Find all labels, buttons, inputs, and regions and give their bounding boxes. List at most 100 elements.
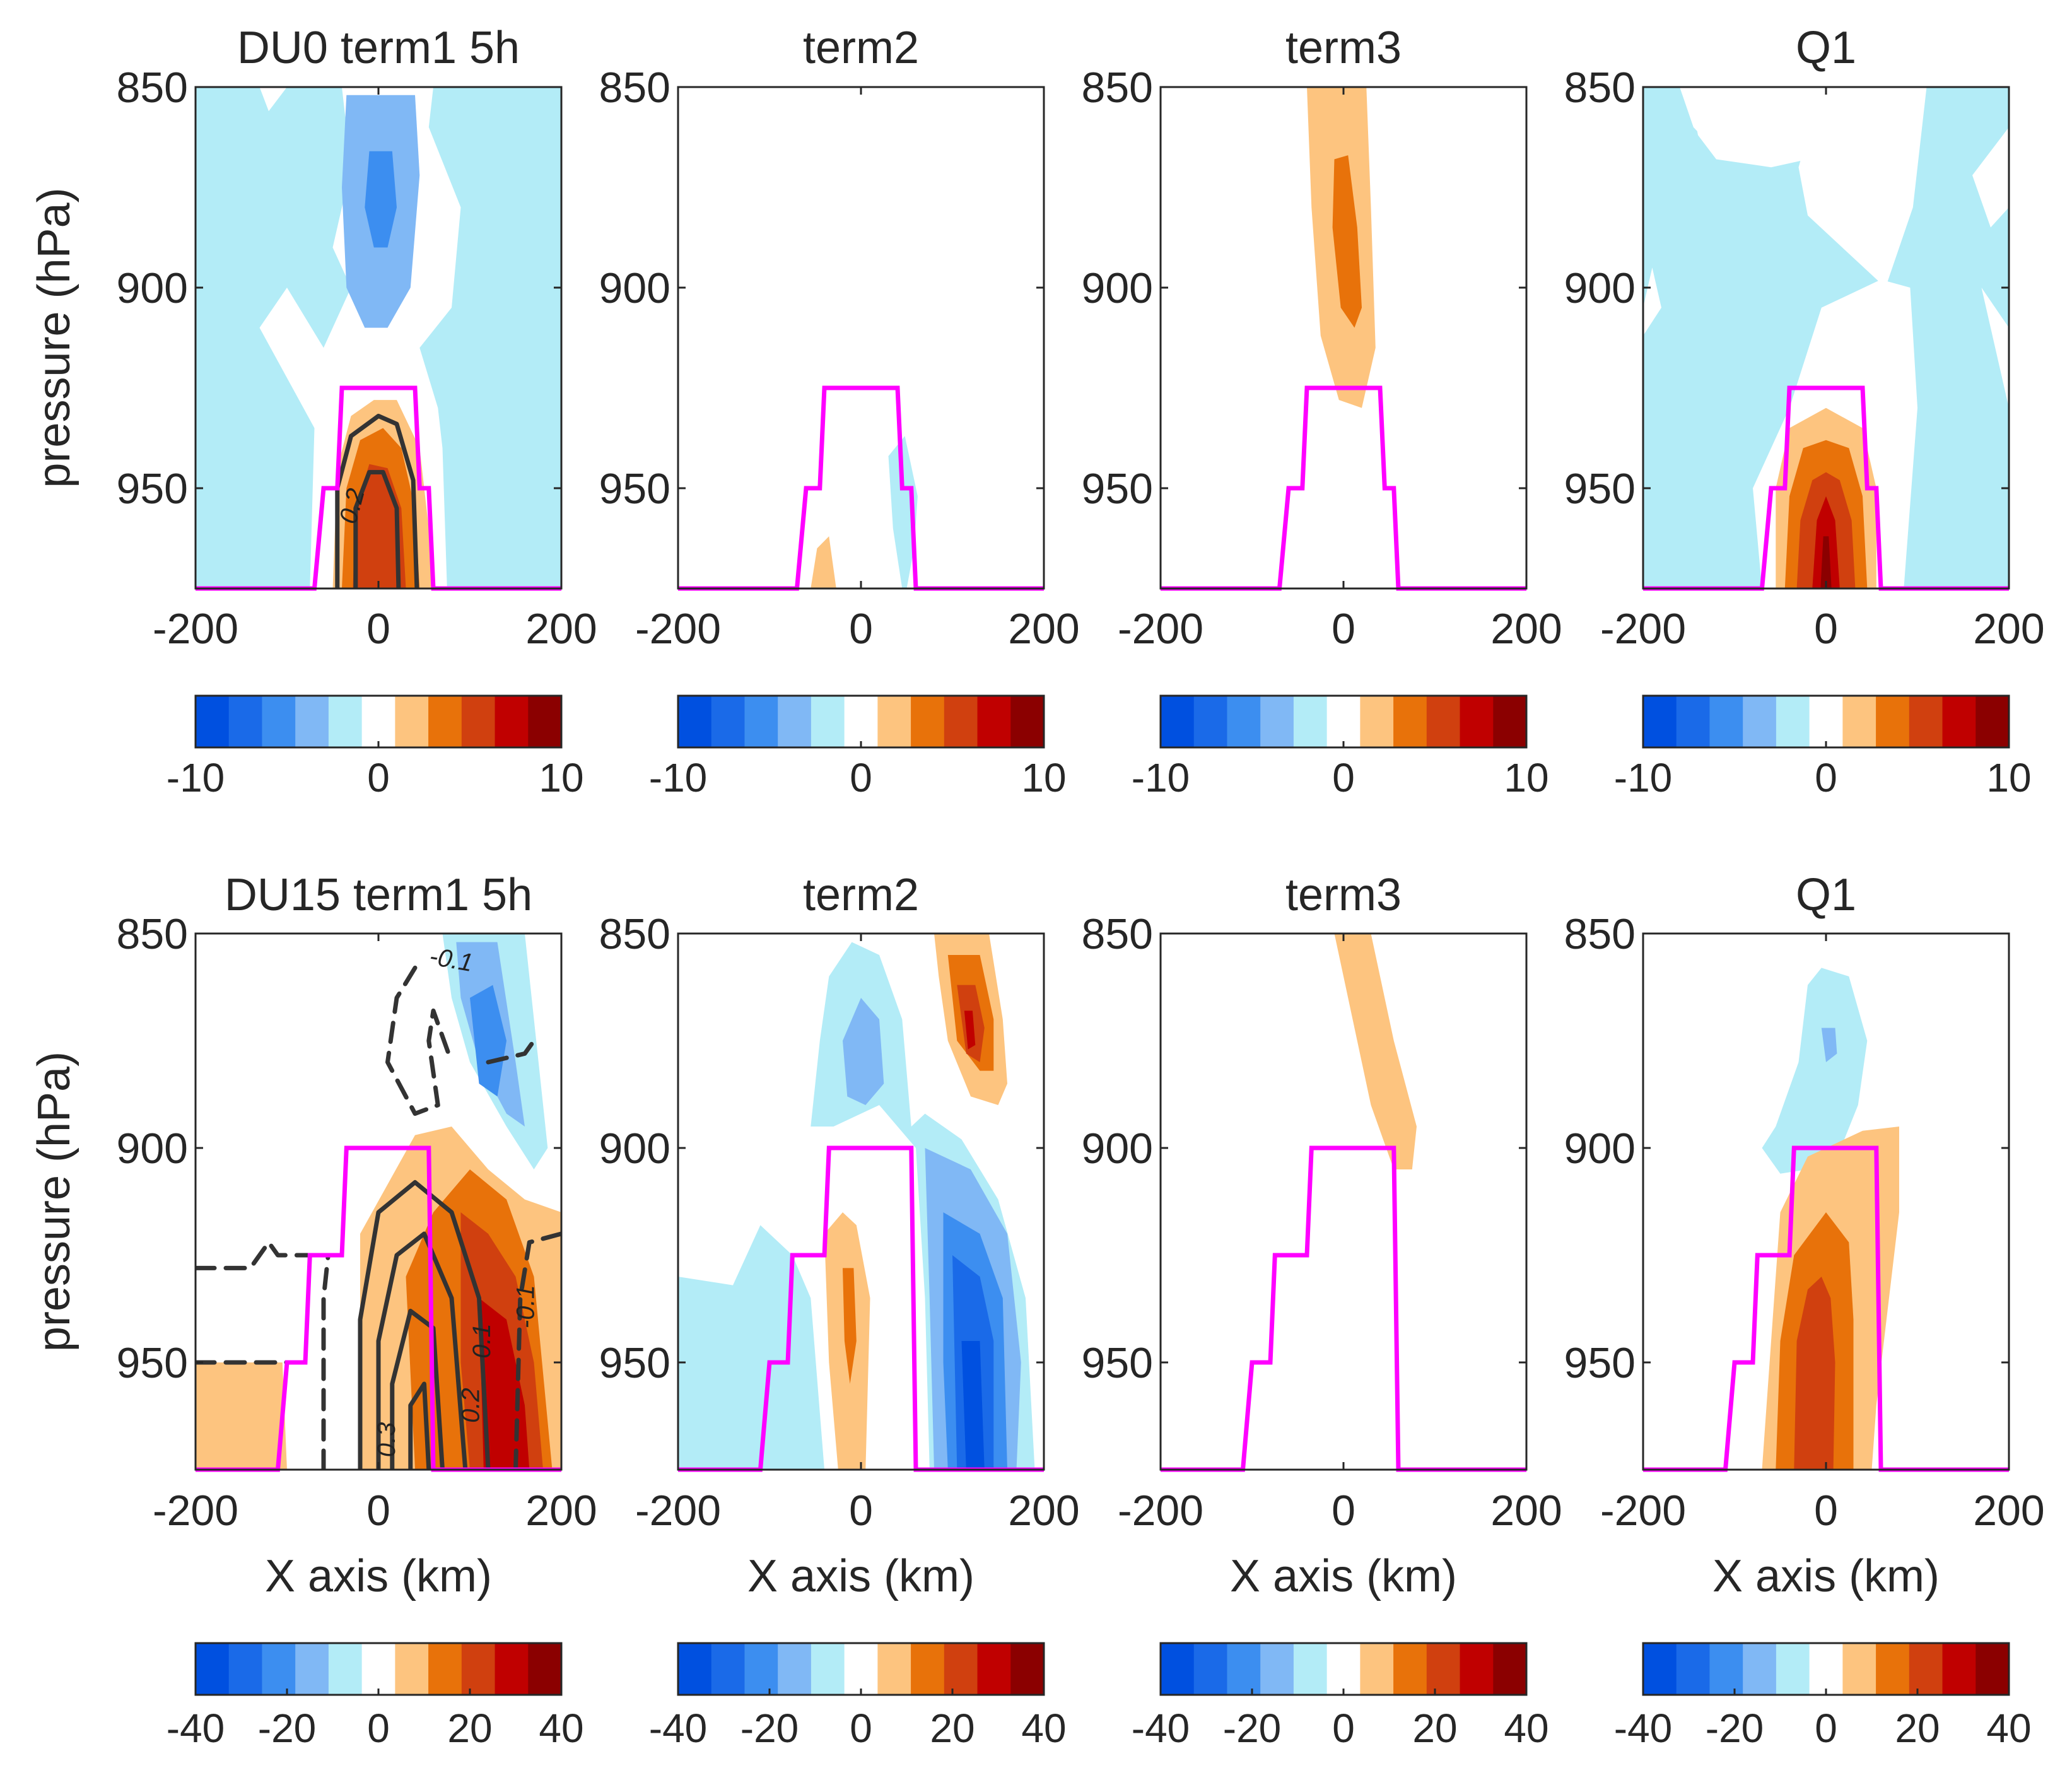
contour-fill-3 — [365, 151, 397, 248]
colorbar-swatch — [1227, 696, 1261, 747]
panel-title: DU15 term1 5h — [225, 870, 532, 920]
colorbar: -10 0 10 — [1614, 694, 2032, 800]
colorbar-swatch — [1393, 1643, 1427, 1695]
colorbar-tick-label: 10 — [1021, 755, 1066, 800]
ytick-label: 950 — [117, 465, 188, 513]
colorbar-tick-label: 0 — [1815, 755, 1837, 800]
colorbar-swatch — [1426, 696, 1461, 747]
contour-line-9 — [486, 1038, 536, 1065]
x-axis-label: X axis (km) — [1230, 1551, 1457, 1601]
panel-du0-q1: -200 0 200 850 900 950 Q1 -10 0 10 — [1564, 23, 2045, 800]
colorbar-swatch — [528, 696, 562, 747]
colorbar-tick-label: -20 — [1223, 1706, 1282, 1751]
colorbar-swatch — [1426, 1643, 1461, 1695]
contour-fills — [1643, 87, 2009, 588]
colorbar-swatch — [1842, 696, 1876, 747]
colorbar-tick-label: 0 — [850, 1706, 872, 1751]
colorbar-swatch — [1193, 1643, 1227, 1695]
ytick-label: 900 — [117, 264, 188, 312]
xtick-label: -200 — [153, 605, 238, 653]
colorbar-swatch — [711, 1643, 745, 1695]
colorbar: -40 -20 0 20 40 — [1132, 1642, 1549, 1751]
colorbar-swatch — [1776, 1643, 1810, 1695]
colorbar-tick-label: 0 — [1815, 1706, 1837, 1751]
colorbar-swatch — [1676, 696, 1710, 747]
contour-fills — [1307, 87, 1376, 408]
colorbar-swatch — [528, 1643, 562, 1695]
colorbar-tick-label: -40 — [649, 1706, 708, 1751]
colorbar-swatch — [262, 696, 296, 747]
contour-fills — [196, 934, 561, 1470]
contour-label-1: 0.3 — [373, 1422, 401, 1458]
colorbar-swatch — [1293, 696, 1328, 747]
colorbar-swatch — [1776, 696, 1810, 747]
xtick-label: -200 — [1118, 1487, 1203, 1535]
colorbar-swatch — [295, 696, 329, 747]
colorbar-tick-label: -10 — [1614, 755, 1673, 800]
contour-fill-0 — [196, 1362, 287, 1470]
ytick-label: 850 — [1564, 910, 1636, 958]
colorbar-swatch — [395, 1643, 429, 1695]
colorbar-swatch — [1709, 1643, 1743, 1695]
colorbar-tick-label: -40 — [1614, 1706, 1673, 1751]
terrain-line — [678, 1145, 1044, 1472]
xtick-label: 200 — [525, 605, 597, 653]
xtick-label: 200 — [1008, 1487, 1079, 1535]
colorbar-tick-label: 40 — [1021, 1706, 1066, 1751]
colorbar-swatch — [678, 696, 712, 747]
colorbar-swatch — [1460, 696, 1494, 747]
contour-fill-12 — [843, 1268, 857, 1384]
xtick-label: 0 — [1332, 1487, 1355, 1535]
ytick-label: 950 — [599, 1339, 670, 1387]
ytick-label: 950 — [1564, 1339, 1636, 1387]
colorbar-swatch — [1293, 1643, 1328, 1695]
contour-fills — [1334, 934, 1417, 1169]
ytick-label: 850 — [1564, 64, 1636, 112]
ytick-label: 850 — [599, 64, 670, 112]
colorbar-swatch — [328, 1643, 363, 1695]
contour-fill-1 — [811, 536, 836, 588]
xtick-label: 0 — [1814, 605, 1838, 653]
colorbar-swatch — [1161, 696, 1195, 747]
colorbar-tick-label: 20 — [1895, 1706, 1940, 1751]
contour-fill-0 — [196, 87, 351, 588]
contour-fills — [811, 436, 918, 588]
colorbar-swatch — [1393, 696, 1427, 747]
terrain-line — [1643, 385, 2009, 591]
x-axis-label: X axis (km) — [747, 1551, 975, 1601]
colorbar: -10 0 10 — [1132, 694, 1549, 800]
colorbar-swatch — [262, 1643, 296, 1695]
colorbar-swatch — [328, 696, 363, 747]
contour-fill-0 — [888, 436, 918, 588]
colorbar-swatch — [1709, 696, 1743, 747]
ytick-label: 950 — [1082, 1339, 1153, 1387]
xtick-label: -200 — [153, 1487, 238, 1535]
colorbar-swatch — [1260, 1643, 1294, 1695]
colorbar-tick-label: 20 — [447, 1706, 492, 1751]
colorbar-swatch — [778, 1643, 812, 1695]
colorbar-swatch — [1010, 696, 1045, 747]
colorbar-swatch — [361, 696, 395, 747]
panel-title: Q1 — [1796, 23, 1856, 73]
colorbar-swatch — [977, 1643, 1011, 1695]
colorbar-tick-label: 20 — [930, 1706, 975, 1751]
colorbar-swatch — [1842, 1643, 1876, 1695]
ytick-label: 950 — [1564, 465, 1636, 513]
colorbar-tick-label: 0 — [367, 1706, 390, 1751]
contour-fill-4 — [1643, 267, 1661, 336]
colorbar-swatch — [1876, 696, 1910, 747]
colorbar-tick-label: -40 — [1132, 1706, 1190, 1751]
xtick-label: 0 — [849, 1487, 873, 1535]
xtick-label: -200 — [1118, 605, 1203, 653]
colorbar-swatch — [1326, 696, 1361, 747]
contour-fill-2 — [1798, 87, 1927, 288]
contour-line-2 — [390, 1308, 445, 1470]
colorbar-swatch — [1193, 696, 1227, 747]
colorbar-swatch — [395, 696, 429, 747]
ytick-label: 850 — [599, 910, 670, 958]
